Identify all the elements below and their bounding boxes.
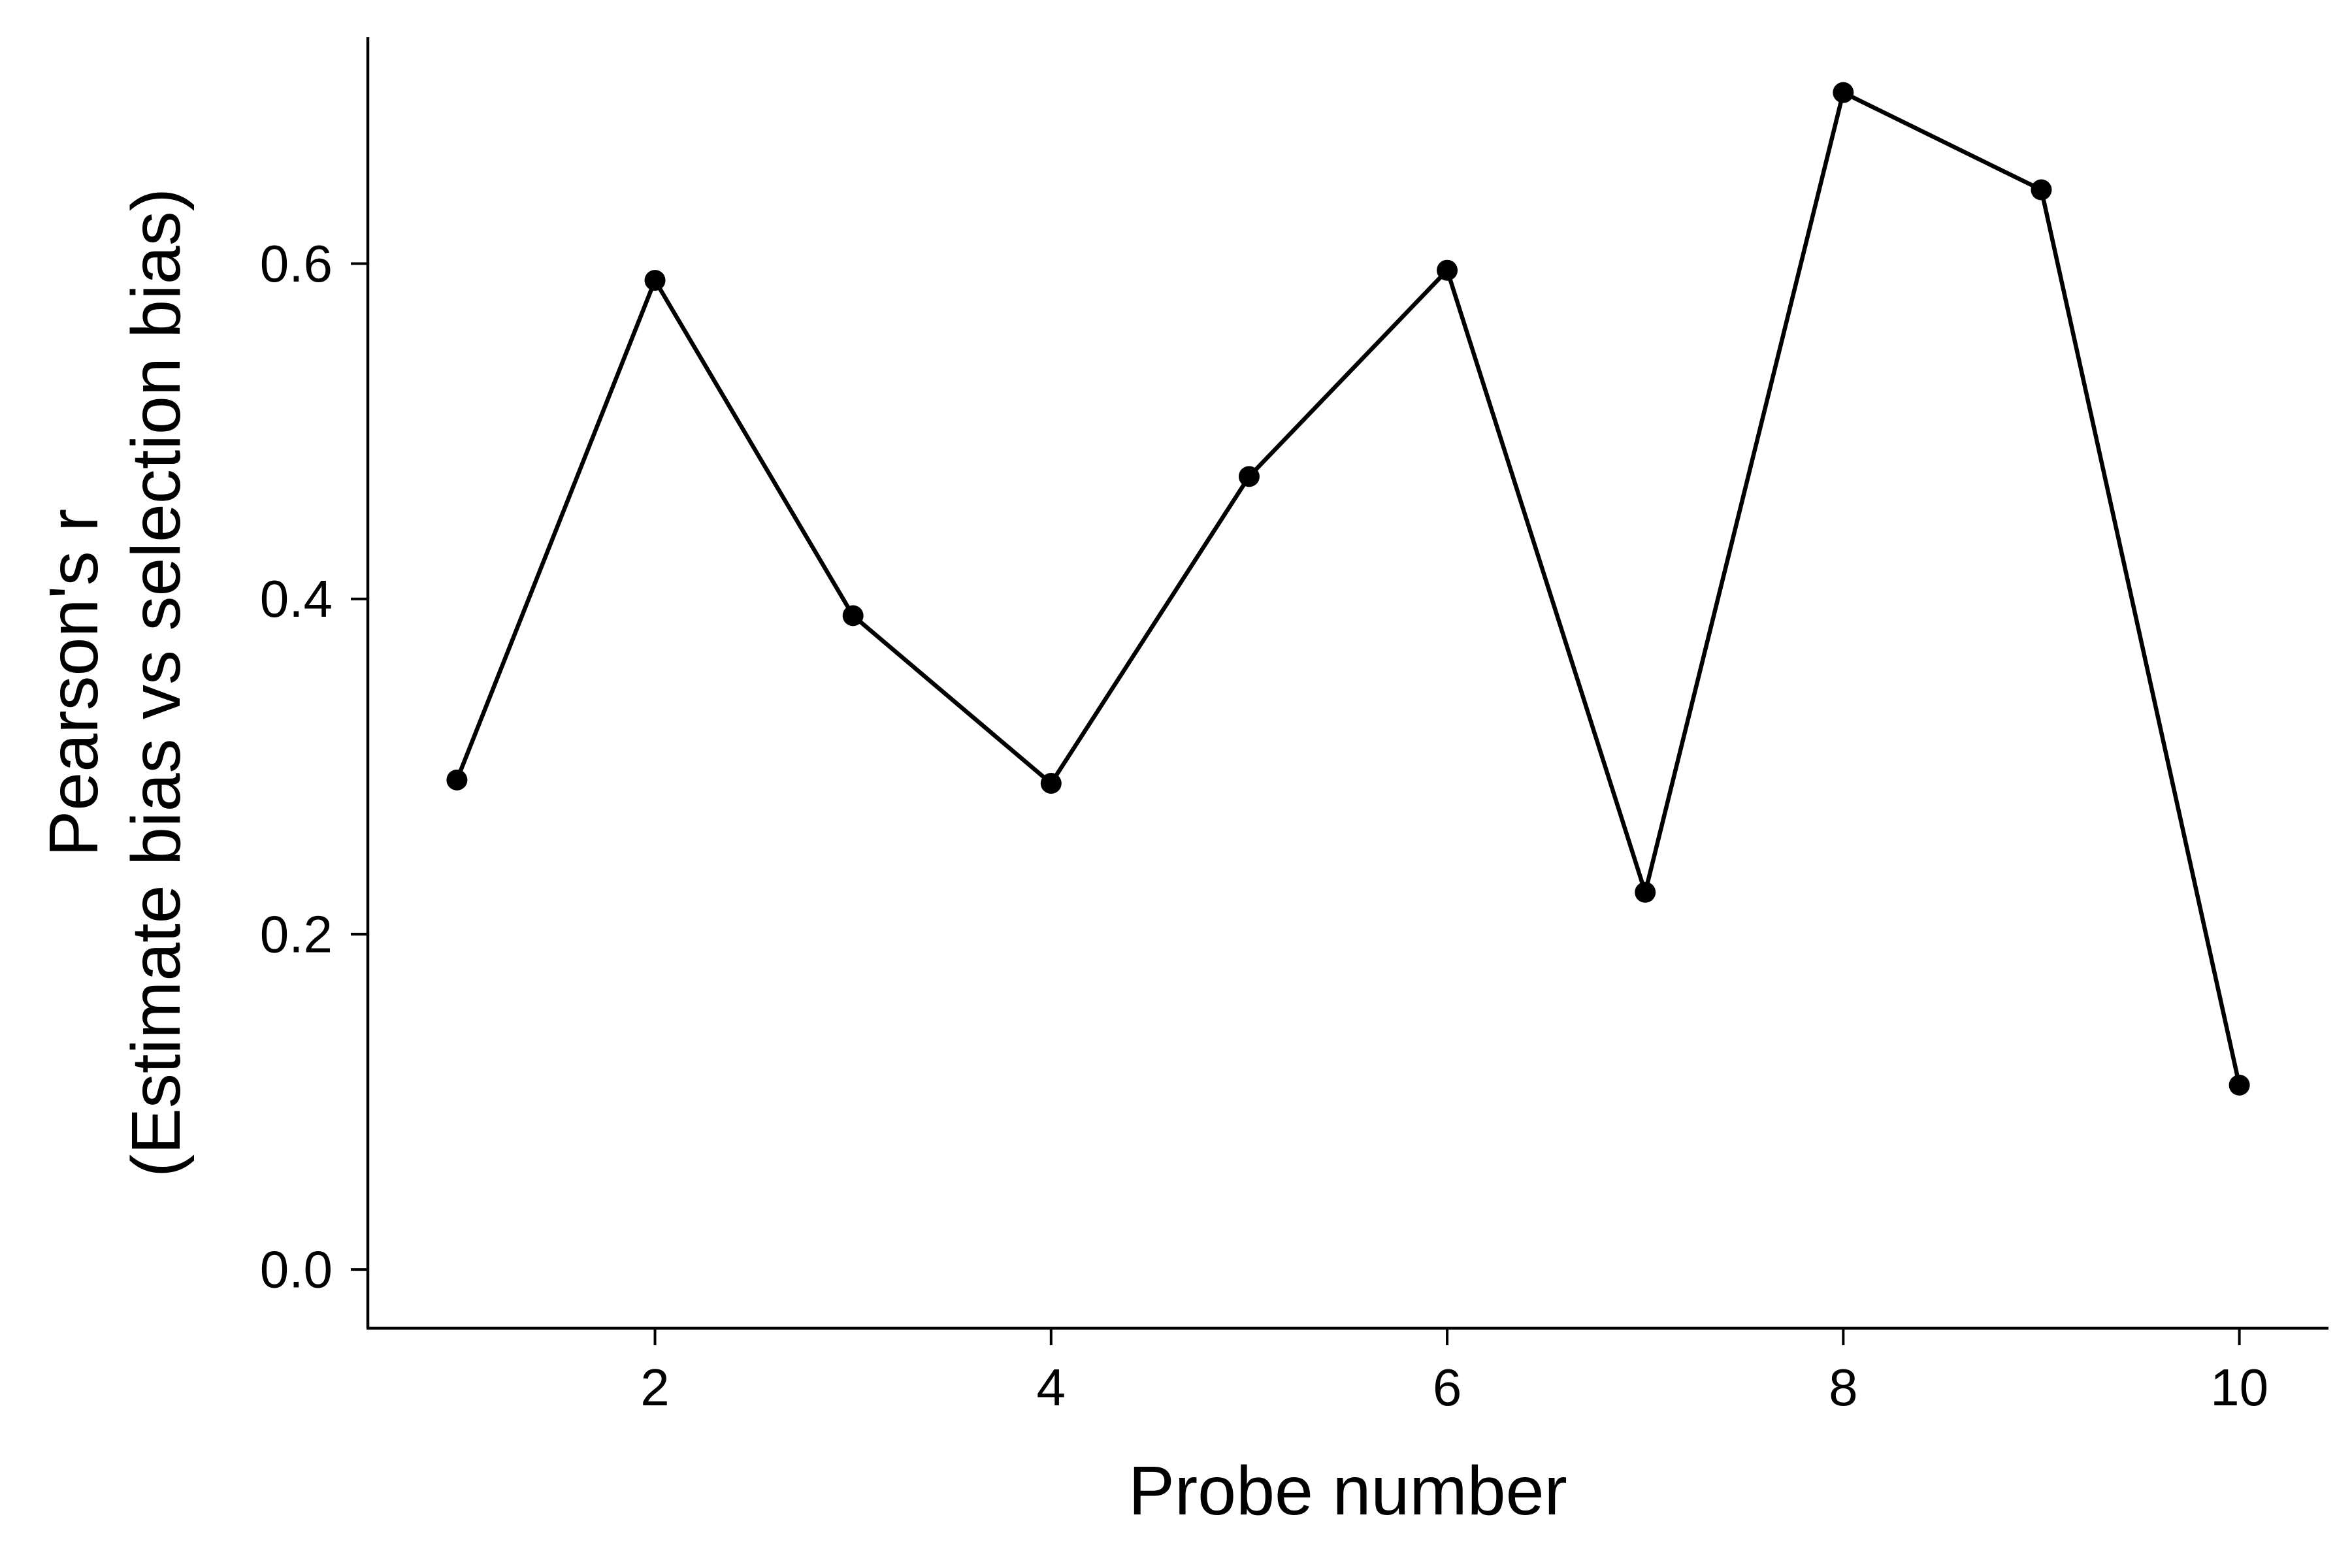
x-tick-label: 8 — [1829, 1358, 1858, 1416]
series-line — [455, 90, 2242, 1086]
series-layer — [446, 82, 2250, 1096]
data-point — [1040, 772, 1062, 794]
x-tick-label: 6 — [1433, 1358, 1462, 1416]
data-point — [842, 605, 864, 627]
data-point — [644, 270, 666, 291]
y-tick-label: 0.4 — [260, 570, 333, 628]
data-point — [1238, 466, 1260, 487]
x-tick-label: 10 — [2210, 1358, 2268, 1416]
x-ticks: 2 4 6 8 10 — [640, 1328, 2268, 1416]
x-tick-label: 4 — [1037, 1358, 1066, 1416]
y-tick-label: 0.2 — [260, 905, 333, 963]
y-tick-label: 0.0 — [260, 1241, 333, 1299]
axes — [366, 37, 2328, 1330]
y-axis-title: Pearson's r (Estimate bias vs selection … — [35, 188, 195, 1177]
data-point — [1833, 82, 1854, 103]
data-point — [1437, 259, 1458, 281]
data-point — [1635, 881, 1656, 903]
data-point — [2229, 1074, 2250, 1096]
y-axis-title-line-1: Pearson's r — [35, 509, 112, 857]
data-point — [446, 769, 468, 791]
y-ticks: 0.0 0.2 0.4 0.6 — [260, 235, 368, 1299]
y-tick-label: 0.6 — [260, 235, 333, 293]
data-point — [2031, 179, 2052, 201]
x-axis-title: Probe number — [1128, 1452, 1567, 1529]
x-tick-label: 2 — [640, 1358, 670, 1416]
y-axis-title-line-2: (Estimate bias vs selection bias) — [118, 188, 195, 1177]
